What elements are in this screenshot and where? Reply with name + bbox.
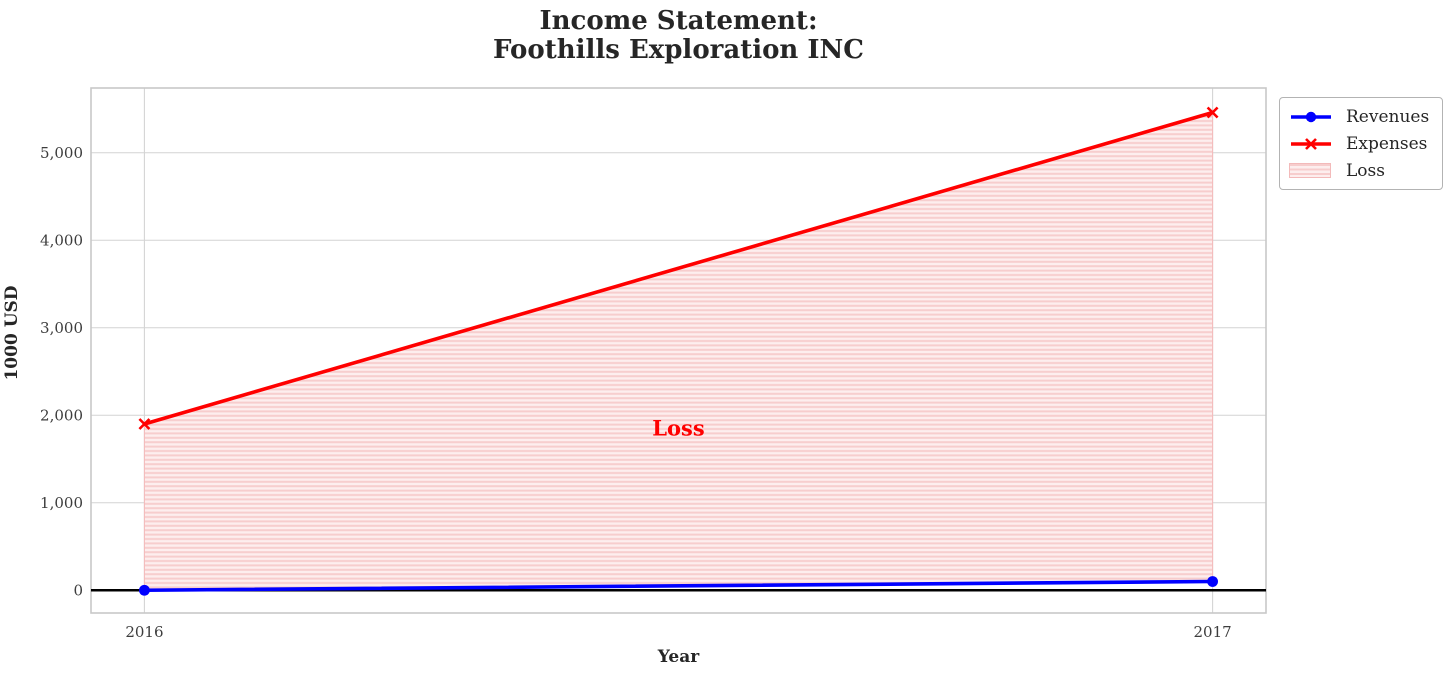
y-tick-label: 1,000: [40, 494, 83, 512]
revenues-marker: [1207, 576, 1218, 587]
legend: Revenues Expenses Loss: [1279, 97, 1443, 190]
legend-label-loss: Loss: [1346, 160, 1385, 181]
plot-border: [90, 87, 1267, 614]
chart-title-line1: Income Statement:: [539, 6, 818, 36]
legend-label-expenses: Expenses: [1346, 133, 1428, 154]
expenses-line: [142, 110, 1215, 426]
legend-item-loss: Loss: [1289, 157, 1434, 184]
legend-item-expenses: Expenses: [1289, 130, 1434, 157]
revenues-sample-marker: [1305, 111, 1317, 122]
chart-title: Income Statement: Foothills Exploration …: [91, 7, 1266, 65]
expenses-marker: [138, 418, 151, 430]
loss-hatch-icon: [1289, 163, 1331, 178]
x-tick-label: 2017: [1193, 623, 1231, 641]
y-tick-label: 4,000: [40, 231, 83, 249]
legend-item-revenues: Revenues: [1289, 103, 1434, 130]
chart-title-line2: Foothills Exploration INC: [492, 35, 865, 65]
y-tick-label: 5,000: [40, 144, 83, 162]
y-tick-label: 0: [73, 581, 83, 599]
loss-area: [143, 111, 1214, 591]
y-axis-label: 1000 USD: [2, 285, 22, 380]
revenues-line: [142, 579, 1215, 593]
x-tick-label: 2016: [125, 623, 163, 641]
legend-label-revenues: Revenues: [1346, 106, 1430, 127]
expenses-marker: [1206, 106, 1219, 119]
loss-swatch-wrap: [1289, 163, 1333, 178]
expenses-line-icon: [1291, 137, 1331, 150]
y-tick-label: 3,000: [40, 319, 83, 337]
y-tick-label: 2,000: [40, 406, 83, 424]
loss-annotation: Loss: [652, 415, 704, 440]
revenues-marker: [139, 584, 150, 596]
revenues-line-icon: [1291, 111, 1331, 122]
x-axis-label: Year: [657, 647, 700, 667]
expenses-sample-marker: [1305, 137, 1317, 150]
